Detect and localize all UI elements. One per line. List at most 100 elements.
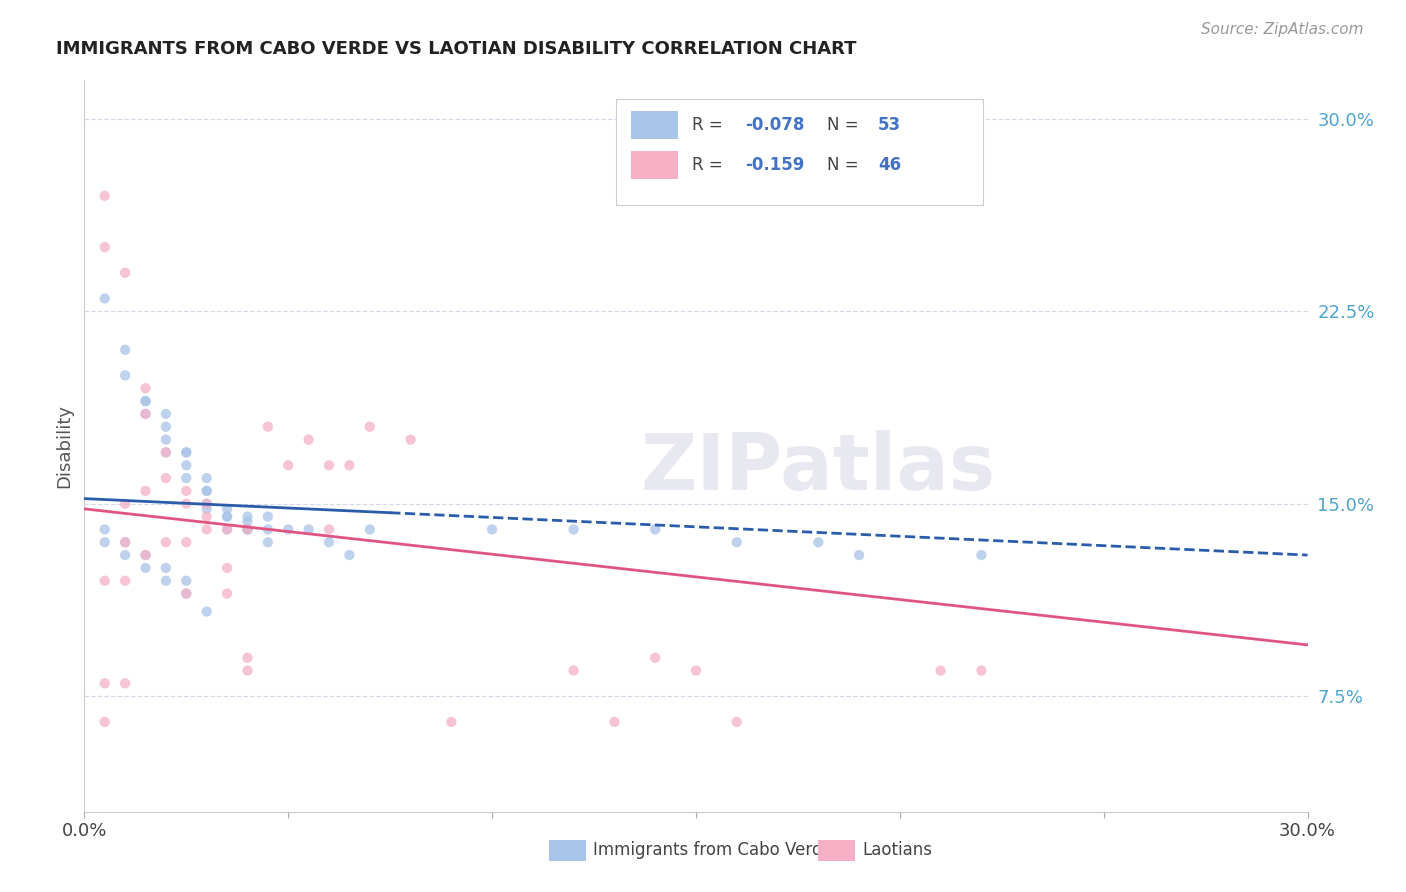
Point [135,394,157,409]
Point [195,497,218,511]
Point [195,483,218,498]
Point [562,664,585,678]
Point [114,497,136,511]
Text: Immigrants from Cabo Verde: Immigrants from Cabo Verde [593,841,832,860]
Point [174,483,197,498]
Point [174,445,197,459]
Point [603,714,626,729]
Point [155,407,177,421]
Point [807,535,830,549]
Point [257,509,280,524]
Point [174,445,197,459]
Point [155,419,177,434]
Bar [550,839,586,862]
Point [135,394,157,409]
Bar [631,111,678,139]
Point [195,509,218,524]
Point [135,381,157,395]
Point [93,240,115,254]
Point [195,605,218,619]
Point [970,548,993,562]
Point [195,501,218,516]
Point [114,548,136,562]
Point [725,714,748,729]
Point [114,574,136,588]
Point [93,676,115,690]
Point [217,586,239,600]
Point [155,445,177,459]
Point [135,407,157,421]
Point [236,509,259,524]
Point [174,586,197,600]
Point [359,523,381,537]
Text: -0.078: -0.078 [745,116,804,134]
Point [725,535,748,549]
Point [114,368,136,383]
Bar [818,839,855,862]
Text: Laotians: Laotians [862,841,932,860]
Text: 46: 46 [879,156,901,174]
Text: R =: R = [692,116,728,134]
Point [195,471,218,485]
Point [93,292,115,306]
Point [318,535,340,549]
Point [93,523,115,537]
Point [298,523,321,537]
Point [114,343,136,357]
Point [195,497,218,511]
Point [644,650,666,665]
Point [93,535,115,549]
Point [236,515,259,529]
Point [155,535,177,549]
Text: R =: R = [692,156,728,174]
Point [277,458,299,473]
Point [217,501,239,516]
Point [339,548,361,562]
Point [217,509,239,524]
Point [195,523,218,537]
Point [93,714,115,729]
Point [929,664,952,678]
Point [440,714,463,729]
Point [257,523,280,537]
Point [174,458,197,473]
Point [318,523,340,537]
Point [174,586,197,600]
Point [685,664,707,678]
Text: Source: ZipAtlas.com: Source: ZipAtlas.com [1201,22,1364,37]
Point [236,523,259,537]
Point [359,419,381,434]
Point [155,433,177,447]
Point [93,574,115,588]
Point [114,266,136,280]
Point [217,561,239,575]
Point [298,433,321,447]
Point [174,497,197,511]
Text: N =: N = [827,156,863,174]
Point [195,483,218,498]
FancyBboxPatch shape [616,99,983,204]
Text: IMMIGRANTS FROM CABO VERDE VS LAOTIAN DISABILITY CORRELATION CHART: IMMIGRANTS FROM CABO VERDE VS LAOTIAN DI… [56,40,856,58]
Point [339,458,361,473]
Point [644,523,666,537]
Point [562,523,585,537]
Text: ZIPatlas: ZIPatlas [641,430,995,506]
Point [114,535,136,549]
Point [970,664,993,678]
Point [135,548,157,562]
Point [135,407,157,421]
Point [399,433,422,447]
Point [217,523,239,537]
Text: N =: N = [827,116,863,134]
Point [93,188,115,202]
Point [155,445,177,459]
Point [135,561,157,575]
Point [236,523,259,537]
Point [848,548,870,562]
Point [236,523,259,537]
Point [318,458,340,473]
Point [155,574,177,588]
Point [257,419,280,434]
Point [174,535,197,549]
Text: 53: 53 [879,116,901,134]
